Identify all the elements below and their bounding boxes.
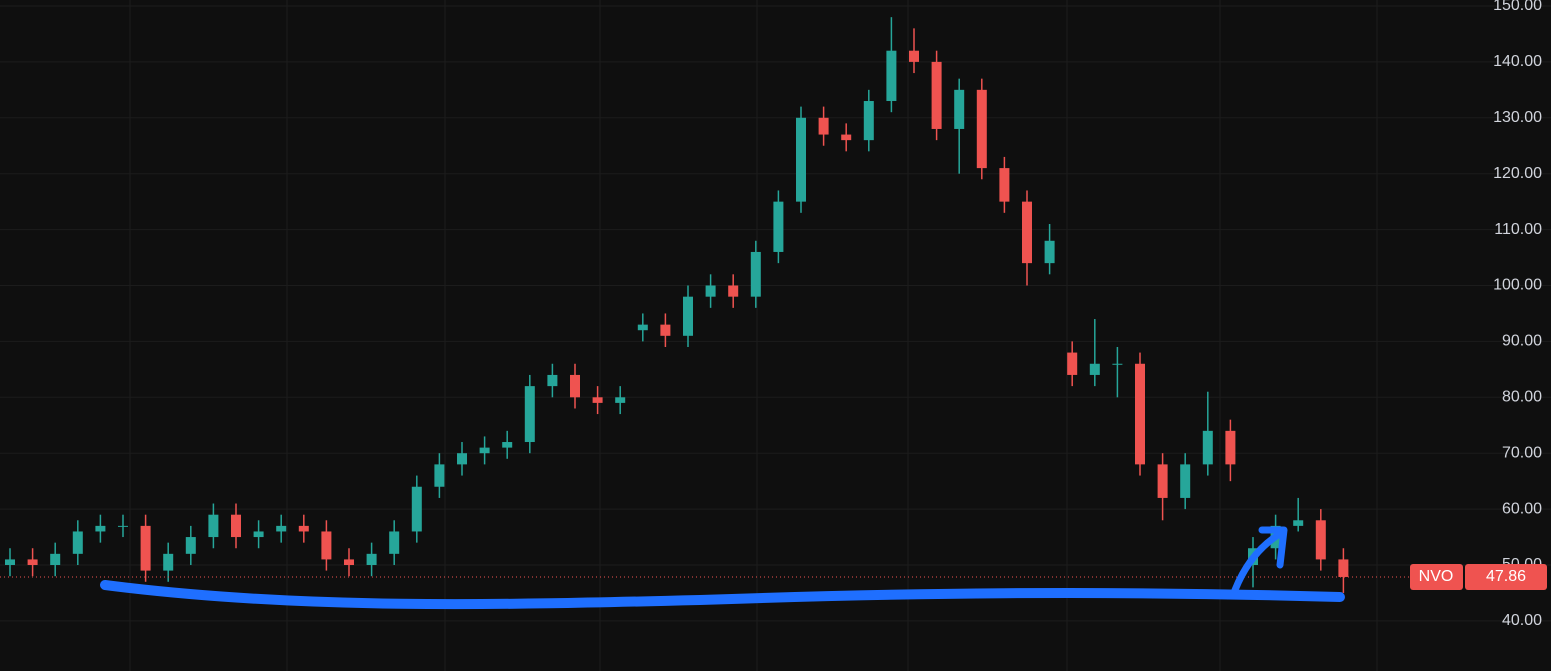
candle-body — [208, 514, 219, 538]
candle-body — [1112, 363, 1123, 365]
y-tick-label: 80.00 — [1502, 389, 1542, 406]
candle-body — [1044, 240, 1055, 264]
candle-body — [231, 514, 241, 538]
candle-body — [524, 386, 535, 443]
symbol-label: NVO — [1419, 568, 1454, 585]
candle-body — [1067, 352, 1078, 375]
candle-body — [796, 117, 806, 202]
candle-body — [863, 101, 874, 141]
candle-body — [479, 447, 490, 454]
candle-body — [841, 134, 852, 141]
candle-body — [931, 61, 942, 129]
candle-body — [976, 89, 987, 169]
price-axis: 40.0050.0060.0070.0080.0090.00100.00110.… — [1410, 0, 1547, 629]
candle-body — [5, 559, 15, 566]
candle-body — [660, 324, 671, 336]
candle-body — [1315, 520, 1326, 560]
candle-body — [999, 168, 1010, 202]
candle-body — [570, 374, 580, 398]
candle-body — [773, 201, 784, 252]
candle-body — [909, 50, 919, 62]
candle-body — [140, 525, 151, 571]
candle-body — [1157, 464, 1168, 498]
candle-body — [321, 531, 332, 560]
candle-body — [502, 442, 513, 448]
candle-body — [411, 486, 422, 532]
candle-body — [253, 531, 264, 538]
candle-body — [185, 537, 196, 554]
candle-body — [705, 285, 716, 297]
price-badge — [1465, 563, 1547, 590]
candle-body — [434, 464, 445, 487]
candle-body — [728, 285, 739, 297]
candle-body — [615, 397, 626, 403]
candle-body — [344, 559, 354, 566]
last-price-label: 47.86 — [1486, 568, 1526, 585]
time-grid — [129, 0, 1378, 671]
y-tick-label: 140.00 — [1493, 53, 1542, 70]
candle-body — [1202, 430, 1213, 465]
annotation-arrow — [1231, 526, 1288, 594]
candles — [0, 17, 1410, 593]
candle-body — [1293, 520, 1304, 526]
candle-body — [389, 531, 400, 554]
y-tick-label: 100.00 — [1493, 277, 1542, 294]
annotation-line — [100, 580, 1345, 610]
candle-body — [457, 453, 467, 465]
symbol-badge — [1410, 563, 1463, 590]
candle-body — [1338, 559, 1349, 577]
candle-body — [366, 553, 377, 566]
candle-body — [592, 397, 603, 403]
candle-body — [683, 296, 693, 336]
y-tick-label: 130.00 — [1493, 109, 1542, 126]
candle-body — [886, 50, 897, 102]
candle-body — [1022, 201, 1032, 264]
candle-body — [27, 559, 38, 566]
candle-body — [95, 525, 106, 532]
candle-body — [298, 525, 309, 532]
candle-body — [1089, 363, 1100, 375]
candle-body — [1180, 464, 1191, 498]
y-tick-label: 70.00 — [1502, 444, 1542, 461]
y-tick-label: 90.00 — [1502, 333, 1542, 350]
candle-body — [118, 525, 128, 527]
candle-body — [1135, 363, 1145, 465]
y-tick-label: 150.00 — [1493, 0, 1542, 14]
y-tick-label: 60.00 — [1502, 500, 1542, 517]
y-tick-label: 110.00 — [1494, 221, 1542, 238]
candle-body — [72, 531, 83, 554]
candle-body — [637, 324, 648, 331]
candle-body — [750, 251, 761, 297]
candle-body — [163, 553, 174, 571]
candle-body — [50, 553, 61, 566]
candle-body — [818, 117, 829, 135]
candle-body — [1225, 430, 1236, 465]
candle-body — [954, 89, 965, 129]
candle-body — [547, 374, 558, 387]
y-tick-label: 120.00 — [1493, 165, 1542, 182]
y-tick-label: 40.00 — [1502, 612, 1542, 629]
candle-body — [276, 525, 287, 532]
